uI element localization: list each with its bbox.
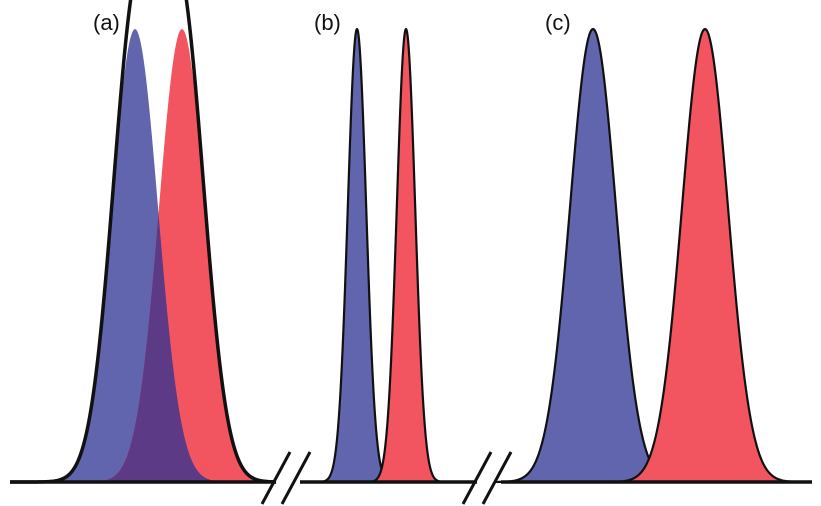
axis-break-2 — [461, 451, 513, 505]
panel-c-label: (c) — [545, 10, 571, 35]
panel-a-blue-peak — [38, 29, 232, 482]
panel-b-blue-peak — [317, 27, 397, 484]
panel-a-label: (a) — [93, 10, 120, 35]
panel-b-red-peak — [366, 27, 446, 484]
panel-a — [9, 0, 279, 484]
panel-b — [317, 27, 446, 484]
axis-break-1 — [260, 451, 312, 505]
panel-c — [495, 27, 803, 484]
panel-b-label: (b) — [314, 10, 341, 35]
panel-c-red-peak — [607, 27, 803, 484]
panel-a-red-peak — [85, 29, 279, 482]
